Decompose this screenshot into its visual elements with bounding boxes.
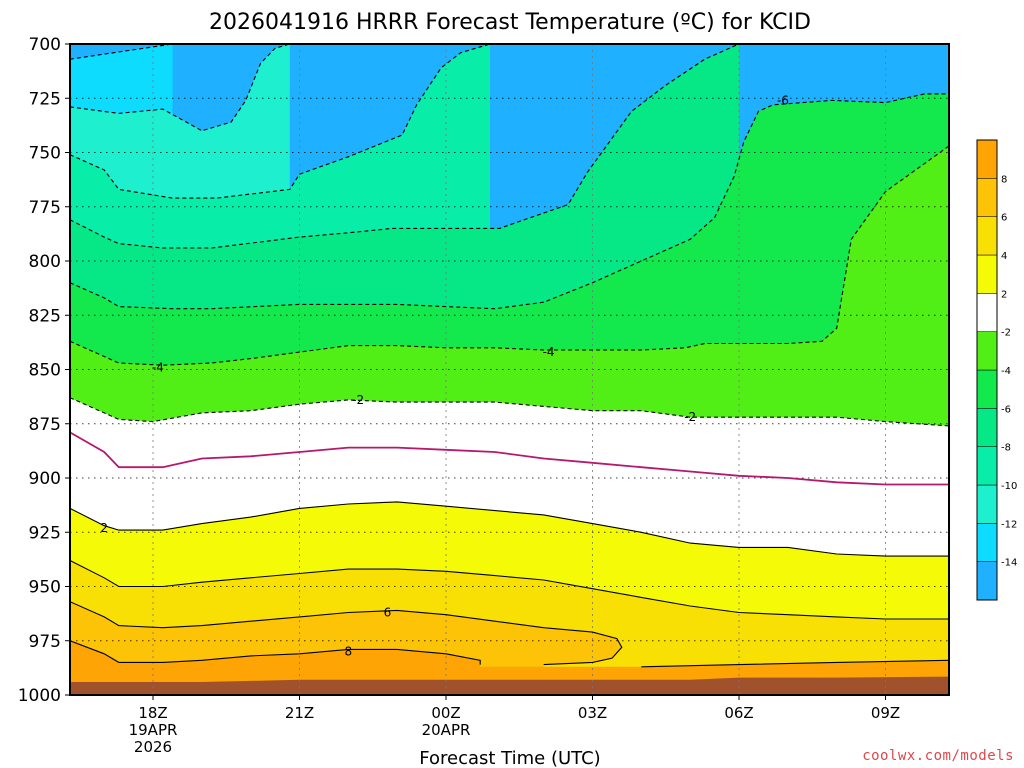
colorbar-bin — [976, 408, 998, 447]
x-axis-label: Forecast Time (UTC) — [419, 748, 600, 768]
contour-label: 2 — [100, 521, 108, 535]
colorbar-label: 8 — [1001, 174, 1007, 185]
contour-label: 6 — [384, 606, 392, 620]
temperature-fill-layer — [70, 44, 949, 695]
colorbar-bin — [976, 369, 998, 409]
credit-text: coolwx.com/models — [862, 748, 1014, 764]
colorbar-label: -6 — [1001, 404, 1011, 415]
contour-line-8 — [641, 659, 949, 668]
ground-layer — [70, 676, 949, 695]
colorbar-label: 4 — [1001, 251, 1007, 262]
contour-label-layer: -6 -4 -4 -2 -2 2 6 8 — [100, 93, 789, 658]
x-tick-label: 03Z — [578, 704, 607, 722]
colorbar-label: 6 — [1001, 213, 1007, 224]
y-tick-label: 900 — [29, 469, 61, 489]
y-axis: 700 725 750 775 800 825 850 875 900 925 950 975 1000 — [18, 35, 70, 706]
contour-line-4 — [70, 560, 949, 620]
contour-line--14 — [70, 44, 173, 60]
contour-line--12 — [70, 44, 290, 132]
contour-line-8 — [70, 640, 481, 665]
contour-label: 8 — [345, 645, 353, 659]
colorbar-frame — [976, 139, 998, 601]
ground-surface — [70, 676, 949, 695]
chart-title: 2026041916 HRRR Forecast Temperature (ºC… — [209, 10, 811, 35]
y-tick-label: 975 — [29, 632, 61, 652]
y-tick-label: 700 — [29, 35, 61, 55]
colorbar-bin — [976, 523, 998, 562]
colorbar-label: -2 — [1001, 328, 1011, 339]
contour-line--6 — [70, 93, 949, 310]
colorbar-label: -4 — [1001, 366, 1011, 377]
colorbar-bin — [976, 216, 998, 256]
contour-line-layer — [70, 44, 949, 668]
contour-line--4 — [70, 145, 949, 366]
colorbar-bin — [976, 293, 998, 332]
x-tick-label: 2026 — [134, 738, 172, 756]
colorbar-bin — [976, 331, 998, 371]
colorbar-label: -14 — [1001, 558, 1017, 569]
contour-line--2 — [70, 397, 949, 427]
x-tick-label: 19APR — [129, 721, 178, 739]
y-tick-label: 725 — [29, 89, 61, 109]
y-tick-label: 875 — [29, 415, 61, 435]
contour-label: -4 — [152, 360, 164, 374]
colorbar: -14 -12 -10 -8 -6 -4 -2 2 4 6 8 — [976, 139, 1017, 601]
colorbar-label: -10 — [1001, 481, 1017, 492]
contour-label: -2 — [684, 410, 696, 424]
colorbar-bin — [976, 561, 998, 601]
colorbar-label: -8 — [1001, 443, 1011, 454]
contour-line-2 — [70, 501, 949, 557]
grid-layer — [70, 44, 949, 695]
x-tick-label: 00Z — [431, 704, 460, 722]
x-tick-label: 20APR — [422, 721, 471, 739]
y-tick-label: 950 — [29, 578, 61, 598]
y-tick-label: 800 — [29, 252, 61, 272]
y-tick-label: 750 — [29, 144, 61, 164]
contour-line-6 — [70, 601, 623, 666]
x-tick-label: 06Z — [724, 704, 753, 722]
contour-label: -2 — [352, 393, 364, 407]
colorbar-label: 2 — [1001, 289, 1007, 300]
contour-label: -4 — [543, 345, 555, 359]
y-tick-label: 850 — [29, 361, 61, 381]
contour-label: -6 — [777, 93, 789, 107]
colorbar-bin — [976, 446, 998, 486]
y-tick-label: 775 — [29, 198, 61, 218]
colorbar-label: -12 — [1001, 519, 1017, 530]
contour-line-0 — [70, 431, 949, 486]
contour-line--10 — [70, 44, 491, 199]
y-tick-label: 925 — [29, 523, 61, 543]
y-tick-label: 825 — [29, 306, 61, 326]
colorbar-bin — [976, 178, 998, 217]
x-tick-label: 09Z — [871, 704, 900, 722]
x-tick-label: 18Z — [138, 704, 167, 722]
colorbar-bin — [976, 254, 998, 294]
colorbar-bin — [976, 484, 998, 524]
colorbar-bin — [976, 139, 998, 179]
x-tick-label: 21Z — [285, 704, 314, 722]
y-tick-label: 1000 — [18, 686, 61, 706]
